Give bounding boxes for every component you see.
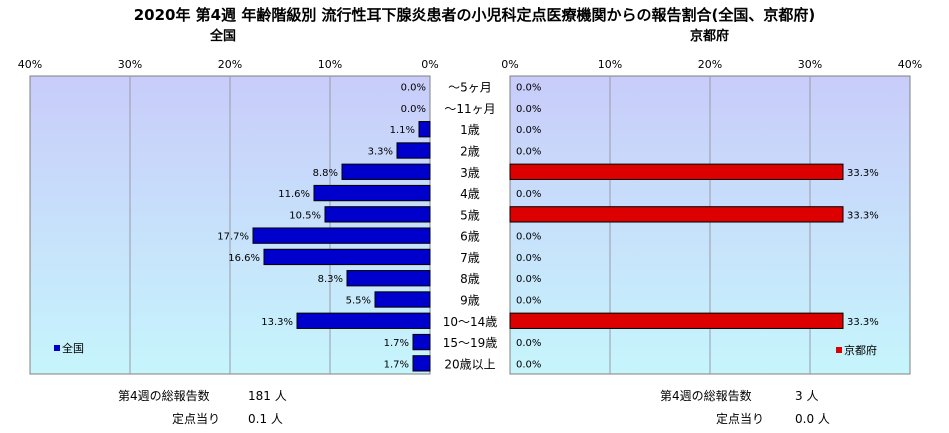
panel-title-kyoto: 京都府 [690, 29, 730, 44]
data-label-national: 17.7% [217, 232, 249, 243]
data-label-national: 1.7% [384, 338, 409, 349]
category-label: 8歳 [460, 272, 480, 286]
data-label-national: 11.6% [278, 189, 310, 200]
bar-national [341, 163, 431, 180]
chart-title: 2020年 第4週 年齢階級別 流行性耳下腺炎患者の小児科定点医療機関からの報告… [133, 6, 816, 24]
tick-label-kyoto: 40% [898, 58, 922, 71]
tick-label-national: 0% [421, 58, 438, 71]
data-label-kyoto: 0.0% [516, 274, 541, 285]
category-label: 2歳 [460, 145, 480, 159]
category-label: 6歳 [460, 230, 480, 244]
tick-label-national: 40% [18, 58, 42, 71]
data-label-kyoto: 0.0% [516, 253, 541, 264]
kyoto-per-label: 定点当り [716, 412, 765, 426]
data-label-national: 10.5% [289, 210, 321, 221]
data-label-national: 3.3% [368, 147, 393, 158]
data-label-kyoto: 33.3% [847, 168, 879, 179]
category-label: ～11ヶ月 [444, 102, 495, 116]
bar-national [296, 312, 431, 329]
data-label-kyoto: 0.0% [516, 232, 541, 243]
data-label-kyoto: 33.3% [847, 210, 879, 221]
category-label: 15～19歳 [443, 336, 498, 350]
legend-label-national: 全国 [62, 341, 84, 355]
data-label-national: 0.0% [401, 83, 426, 94]
bar-national [412, 333, 431, 351]
data-label-kyoto: 0.0% [516, 125, 541, 136]
tick-label-kyoto: 0% [501, 58, 518, 71]
category-label: 1歳 [460, 123, 480, 137]
legend-swatch-national [54, 345, 60, 351]
data-label-kyoto: 0.0% [516, 147, 541, 158]
data-label-kyoto: 0.0% [516, 359, 541, 370]
tick-label-kyoto: 20% [698, 58, 722, 71]
kyoto-total-label: 第4週の総報告数 [660, 389, 752, 403]
tick-label-kyoto: 30% [798, 58, 822, 71]
data-label-national: 8.8% [313, 168, 338, 179]
data-label-national: 5.5% [346, 296, 371, 307]
tick-label-national: 20% [218, 58, 242, 71]
bar-national [374, 291, 431, 308]
tick-label-kyoto: 10% [598, 58, 622, 71]
bar-national [412, 355, 431, 372]
bar-national [418, 121, 431, 138]
bar-national [263, 248, 431, 266]
national-total-label: 第4週の総報告数 [118, 389, 210, 403]
data-label-kyoto: 33.3% [847, 317, 879, 328]
panel-title-national: 全国 [210, 29, 237, 44]
data-label-national: 1.1% [390, 125, 415, 136]
tick-label-national: 10% [318, 58, 342, 71]
bar-kyoto [509, 206, 844, 223]
national-per-label: 定点当り [172, 412, 221, 426]
data-label-kyoto: 0.0% [516, 189, 541, 200]
data-label-national: 13.3% [261, 317, 293, 328]
category-label: 3歳 [460, 166, 480, 180]
data-label-national: 8.3% [318, 274, 343, 285]
bar-kyoto [509, 163, 844, 180]
category-label: 10～14歳 [443, 315, 498, 329]
national-total-value: 181 人 [248, 389, 287, 403]
category-label: 4歳 [460, 187, 480, 201]
category-label: 20歳以上 [444, 357, 495, 371]
data-label-kyoto: 0.0% [516, 338, 541, 349]
bar-kyoto [509, 312, 844, 329]
bar-national [346, 270, 431, 287]
national-per-value: 0.1 人 [248, 412, 283, 426]
data-label-kyoto: 0.0% [516, 296, 541, 307]
data-label-national: 0.0% [401, 104, 426, 115]
data-label-kyoto: 0.0% [516, 83, 541, 94]
category-label: 7歳 [460, 251, 480, 265]
bar-national [313, 184, 431, 202]
category-label: ～5ヶ月 [448, 81, 492, 95]
legend-swatch-kyoto [836, 347, 842, 353]
data-label-national: 16.6% [228, 253, 260, 264]
bar-national [252, 227, 431, 244]
category-label: 5歳 [460, 208, 480, 222]
kyoto-total-value: 3 人 [795, 389, 819, 403]
legend-label-kyoto: 京都府 [844, 343, 877, 357]
category-label: 9歳 [460, 294, 480, 308]
bar-national [396, 142, 431, 159]
bar-national [324, 206, 431, 223]
data-label-national: 1.7% [384, 359, 409, 370]
data-label-kyoto: 0.0% [516, 104, 541, 115]
tick-label-national: 30% [118, 58, 142, 71]
kyoto-per-value: 0.0 人 [795, 412, 830, 426]
